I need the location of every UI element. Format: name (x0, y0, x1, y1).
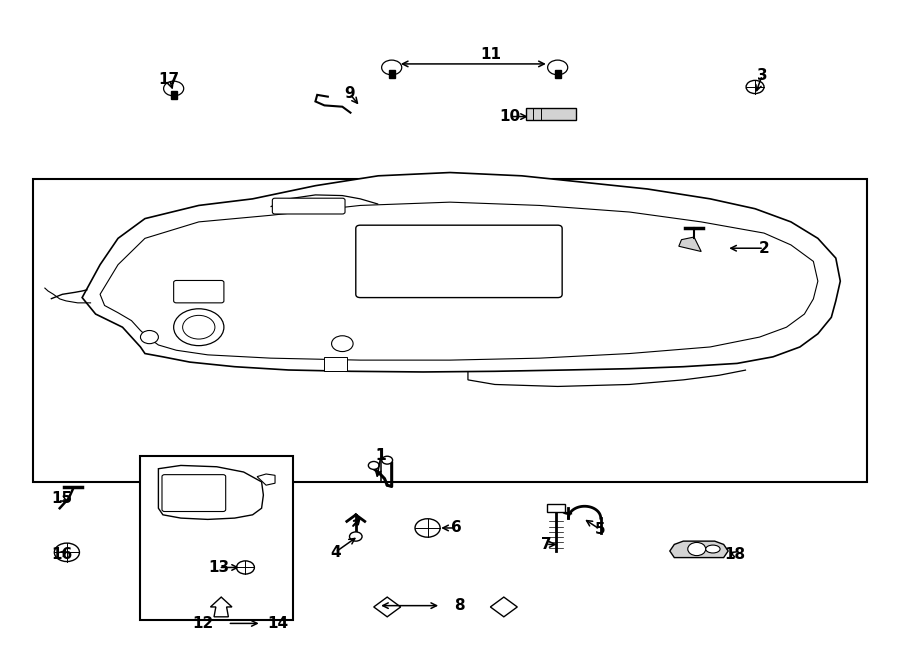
Bar (389, 69, 394, 78)
Text: 16: 16 (51, 547, 72, 562)
FancyBboxPatch shape (356, 225, 562, 297)
FancyBboxPatch shape (174, 280, 224, 303)
Text: 13: 13 (208, 560, 230, 575)
Text: 1: 1 (375, 448, 386, 463)
FancyBboxPatch shape (162, 475, 226, 512)
Text: 17: 17 (158, 71, 180, 87)
Text: 14: 14 (267, 616, 288, 631)
Circle shape (349, 532, 362, 541)
Bar (171, 91, 176, 99)
Text: 6: 6 (451, 520, 462, 535)
PathPatch shape (679, 237, 701, 252)
Text: 10: 10 (500, 109, 521, 124)
Circle shape (164, 81, 184, 96)
FancyBboxPatch shape (32, 179, 868, 482)
Circle shape (183, 315, 215, 339)
Text: 3: 3 (757, 67, 768, 83)
Circle shape (746, 81, 764, 94)
Text: 18: 18 (724, 547, 746, 562)
Text: 15: 15 (51, 491, 72, 506)
Circle shape (174, 309, 224, 346)
Text: 8: 8 (454, 598, 464, 613)
Circle shape (54, 543, 79, 562)
Text: 5: 5 (595, 522, 605, 537)
PathPatch shape (257, 474, 275, 485)
FancyBboxPatch shape (526, 108, 576, 120)
Circle shape (547, 60, 568, 75)
Circle shape (382, 456, 392, 464)
Circle shape (382, 60, 401, 75)
Text: 1: 1 (375, 448, 386, 463)
PathPatch shape (670, 541, 728, 558)
Polygon shape (374, 597, 400, 617)
PathPatch shape (211, 597, 232, 617)
PathPatch shape (82, 173, 841, 372)
Bar (554, 69, 561, 78)
Text: 4: 4 (329, 545, 340, 560)
FancyBboxPatch shape (547, 504, 565, 512)
Circle shape (331, 336, 353, 352)
FancyBboxPatch shape (273, 198, 345, 214)
Ellipse shape (706, 545, 720, 553)
Text: 9: 9 (344, 86, 355, 101)
Circle shape (237, 561, 255, 574)
Text: 11: 11 (480, 46, 501, 61)
Circle shape (688, 543, 706, 556)
Polygon shape (491, 597, 518, 617)
Text: 2: 2 (759, 241, 769, 256)
Circle shape (368, 461, 379, 469)
Circle shape (140, 330, 158, 344)
Text: 12: 12 (193, 616, 214, 631)
FancyBboxPatch shape (140, 455, 293, 620)
FancyBboxPatch shape (324, 357, 346, 371)
PathPatch shape (158, 465, 264, 520)
Circle shape (415, 519, 440, 537)
Text: 7: 7 (541, 537, 552, 552)
